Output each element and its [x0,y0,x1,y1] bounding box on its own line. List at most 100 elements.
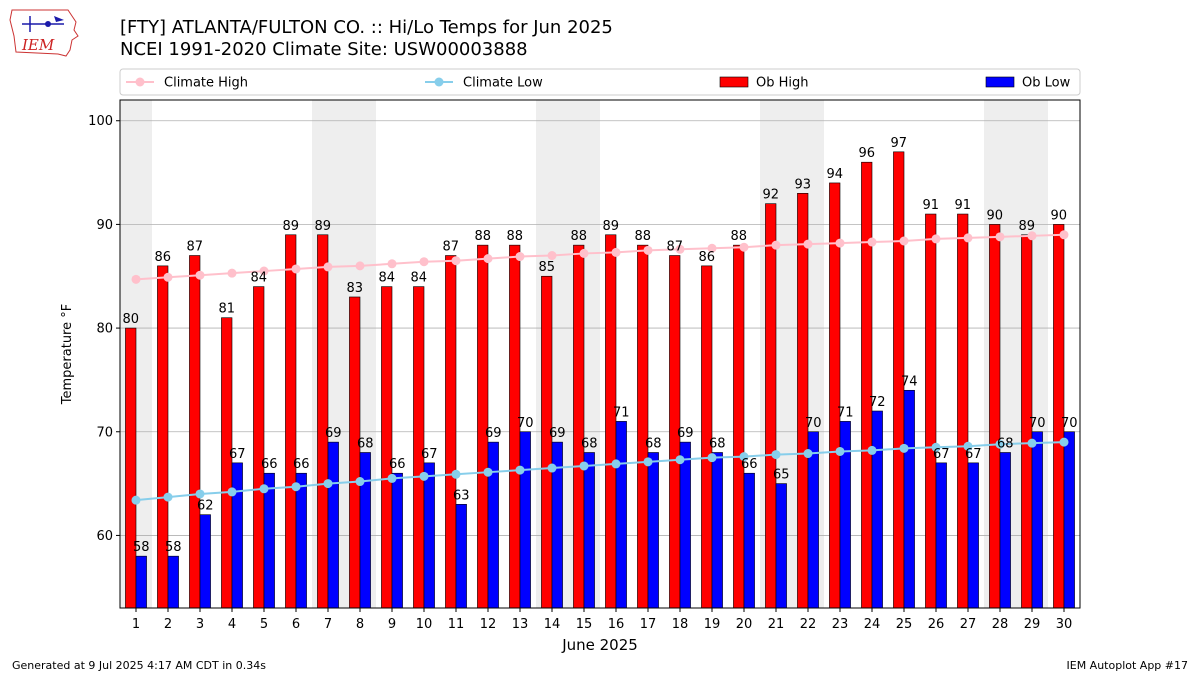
ob-high-bar [541,275,553,609]
ob-low-label: 68 [645,436,662,451]
climate-high-point [483,254,493,264]
ob-high-label: 91 [954,198,971,213]
ob-low-label: 66 [389,457,406,472]
climate-low-point [131,495,141,505]
ob-high-label: 89 [282,219,299,234]
ob-low-bar [263,472,275,609]
x-tick-label: 4 [228,617,236,632]
ob-high-bar [381,286,393,609]
x-tick-label: 8 [356,617,364,632]
climate-low-point [643,457,653,467]
climate-high-point [323,262,333,272]
ob-low-label: 70 [1029,416,1046,431]
legend: Climate High Climate Low Ob High Ob Low [119,68,1081,96]
ob-low-bar [1063,431,1075,609]
ob-high-bar [989,224,1001,609]
y-tick-label: 60 [96,529,113,544]
x-tick-label: 9 [388,617,396,632]
ob-low-label: 69 [549,426,566,441]
ob-high-label: 87 [442,240,459,255]
ob-high-label: 83 [346,281,363,296]
ob-low-label: 67 [933,447,950,462]
x-tick-label: 30 [1056,617,1073,632]
x-tick-label: 7 [324,617,332,632]
climate-low-point [323,479,333,489]
climate-high-point [227,268,237,278]
x-tick-label: 22 [800,617,817,632]
climate-high-point [579,248,589,258]
ob-high-bar [957,213,969,609]
climate-high-point [515,252,525,262]
climate-low-point [995,439,1005,449]
legend-item: Climate High [126,76,248,91]
x-tick-label: 1 [132,617,140,632]
ob-low-label: 70 [805,416,822,431]
climate-low-point [1059,437,1069,447]
climate-high-point [547,251,557,261]
x-tick-label: 21 [768,617,785,632]
climate-low-line [135,441,1065,502]
x-tick-label: 12 [480,617,497,632]
ob-high-label: 97 [890,136,907,151]
climate-low-point [867,445,877,455]
ob-low-bar [999,452,1011,609]
x-tick-label: 10 [416,617,433,632]
ob-low-label: 68 [709,436,726,451]
y-axis: 60 70 80 90 100 [88,114,120,544]
ob-low-bar [391,472,403,609]
climate-low-point [387,473,397,483]
climate-low-point [451,469,461,479]
climate-low-point [419,471,429,481]
climate-high-point [259,266,269,276]
ob-low-label: 72 [869,395,886,410]
ob-low-label: 71 [613,405,630,420]
climate-high-point [867,237,877,247]
ob-low-bar [775,483,787,609]
ob-high-label: 89 [1018,219,1035,234]
ob-high-bar [189,255,201,609]
y-tick-label: 70 [96,425,113,440]
ob-high-bar [157,265,169,609]
climate-low-point [291,482,301,492]
ob-low-bar [967,462,979,609]
ob-high-label: 96 [858,146,875,161]
ob-high-bar [349,296,361,609]
ob-low-bar [167,555,179,609]
ob-low-label: 70 [517,416,534,431]
x-tick-label: 24 [864,617,881,632]
x-tick-label: 26 [928,617,945,632]
legend-label: Ob High [756,76,809,91]
ob-high-label: 93 [794,177,811,192]
ob-low-label: 68 [997,436,1014,451]
climate-low-point [195,489,205,499]
x-axis-label: June 2025 [561,636,638,654]
climate-low-point [675,455,685,465]
climate-high-point [675,244,685,254]
climate-high-point [739,242,749,252]
ob-high-label: 81 [218,302,235,317]
ob-high-bar [925,213,937,609]
climate-low-point [1027,438,1037,448]
x-tick-label: 29 [1024,617,1041,632]
climate-low-point [163,492,173,502]
climate-high-point [803,239,813,249]
ob-high-label: 89 [314,219,331,234]
ob-high-bar [861,161,873,609]
ob-low-label: 68 [357,436,374,451]
climate-lines [131,230,1069,505]
legend-marker [135,77,145,87]
legend-item: Climate Low [425,76,543,91]
climate-low-point [899,443,909,453]
ob-high-label: 86 [698,250,715,265]
iem-logo: IEM [9,9,79,57]
ob-high-label: 92 [762,188,779,203]
ob-high-bar [605,234,617,609]
climate-high-point [1059,230,1069,240]
ob-high-label: 91 [922,198,939,213]
climate-low-point [707,453,717,463]
x-tick-label: 19 [704,617,721,632]
ob-high-bar [125,327,137,609]
ob-low-bar [359,452,371,609]
climate-high-point [707,243,717,253]
ob-low-label: 62 [197,499,214,514]
